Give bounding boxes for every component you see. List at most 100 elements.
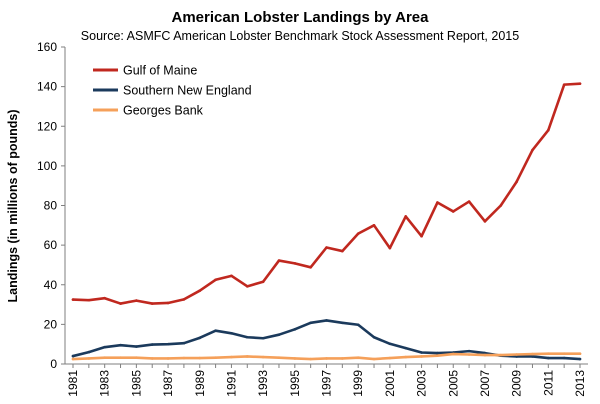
x-tick-label: 2005: [446, 370, 460, 397]
data-point-georges-bank: [483, 353, 487, 357]
data-point-gulf-of-maine: [277, 259, 281, 262]
data-point-southern-new-england: [277, 333, 281, 336]
data-point-gulf-of-maine: [451, 210, 455, 213]
data-point-southern-new-england: [71, 354, 75, 358]
x-tick-label: 1993: [256, 370, 270, 397]
data-point-gulf-of-maine: [309, 266, 312, 269]
data-point-gulf-of-maine: [467, 200, 471, 203]
data-point-gulf-of-maine: [562, 83, 566, 86]
data-point-gulf-of-maine: [182, 298, 186, 301]
data-point-gulf-of-maine: [230, 274, 233, 278]
data-point-gulf-of-maine: [166, 301, 170, 305]
x-tick-label: 2013: [573, 370, 587, 397]
data-point-southern-new-england: [578, 357, 582, 361]
x-tick-label: 1999: [351, 370, 365, 397]
x-tick-label: 1983: [98, 370, 112, 397]
data-point-georges-bank: [293, 357, 297, 360]
data-point-southern-new-england: [515, 355, 518, 358]
data-point-southern-new-england: [404, 346, 408, 350]
data-point-gulf-of-maine: [87, 298, 91, 302]
data-point-gulf-of-maine: [293, 262, 297, 265]
y-tick-label: 160: [37, 40, 57, 54]
plot-area: 0 20 40 60 80 100 120 140 160 1981 1983 1985 1987 198…: [37, 40, 588, 397]
data-point-southern-new-england: [547, 356, 550, 360]
data-point-gulf-of-maine: [578, 82, 582, 85]
y-tick-label: 0: [50, 357, 57, 371]
data-point-southern-new-england: [562, 356, 566, 360]
data-point-southern-new-england: [341, 321, 344, 325]
data-point-georges-bank: [499, 353, 503, 357]
data-point-southern-new-england: [214, 329, 217, 333]
x-tick-label: 1995: [288, 370, 302, 397]
y-tick-label: 120: [37, 119, 57, 133]
data-point-georges-bank: [341, 357, 344, 360]
data-point-gulf-of-maine: [404, 215, 408, 218]
data-point-southern-new-england: [261, 336, 265, 340]
data-point-gulf-of-maine: [245, 285, 249, 288]
data-point-gulf-of-maine: [372, 224, 376, 227]
data-point-georges-bank: [404, 355, 408, 359]
data-point-gulf-of-maine: [388, 246, 392, 250]
data-point-southern-new-england: [87, 350, 91, 354]
chart-title: American Lobster Landings by Area: [171, 9, 429, 26]
data-point-southern-new-england: [388, 342, 392, 346]
data-point-georges-bank: [467, 353, 471, 356]
data-point-georges-bank: [562, 352, 566, 356]
data-point-southern-new-england: [150, 343, 154, 346]
data-point-georges-bank: [356, 356, 360, 359]
data-point-southern-new-england: [230, 331, 233, 335]
data-point-gulf-of-maine: [341, 249, 344, 253]
data-point-southern-new-england: [245, 335, 249, 339]
x-tick-label: 1991: [224, 370, 238, 397]
data-point-georges-bank: [515, 353, 518, 356]
data-point-southern-new-england: [198, 336, 202, 340]
data-point-georges-bank: [245, 355, 249, 358]
y-tick-label: 140: [37, 80, 57, 94]
data-point-georges-bank: [150, 357, 154, 360]
x-tick-label: 1997: [320, 370, 334, 397]
data-point-georges-bank: [166, 357, 170, 360]
data-point-southern-new-england: [436, 351, 439, 355]
y-tick-label: 40: [44, 278, 58, 292]
x-tick-label: 1985: [129, 370, 143, 397]
data-point-southern-new-england: [467, 349, 471, 353]
legend-label-southern-new-england: Southern New England: [123, 84, 252, 98]
data-point-gulf-of-maine: [198, 289, 202, 292]
data-point-southern-new-england: [166, 342, 170, 346]
data-point-georges-bank: [388, 356, 392, 360]
data-point-georges-bank: [531, 352, 534, 356]
data-point-gulf-of-maine: [483, 220, 487, 223]
data-point-gulf-of-maine: [135, 299, 138, 302]
data-point-georges-bank: [198, 356, 202, 360]
data-point-gulf-of-maine: [356, 232, 360, 235]
legend: Gulf of Maine Southern New England Georges…: [93, 64, 252, 118]
x-tick-label: 2009: [510, 370, 524, 397]
data-point-southern-new-england: [531, 355, 534, 358]
x-tick-label: 2003: [415, 370, 429, 397]
data-point-gulf-of-maine: [436, 201, 439, 204]
data-point-georges-bank: [309, 357, 312, 361]
data-point-gulf-of-maine: [119, 302, 122, 305]
data-point-georges-bank: [230, 355, 233, 359]
data-point-southern-new-england: [372, 335, 376, 339]
data-point-southern-new-england: [103, 345, 106, 349]
data-point-gulf-of-maine: [103, 296, 106, 300]
y-axis-label: Landings (in millions of pounds): [6, 109, 20, 302]
data-point-georges-bank: [135, 356, 138, 359]
data-point-gulf-of-maine: [71, 298, 75, 301]
data-point-georges-bank: [261, 355, 265, 359]
data-point-georges-bank: [372, 357, 376, 361]
y-tick-label: 60: [44, 238, 58, 252]
data-point-georges-bank: [103, 356, 106, 359]
y-tick-label: 20: [44, 317, 58, 331]
data-point-gulf-of-maine: [261, 280, 265, 284]
data-point-gulf-of-maine: [420, 234, 423, 238]
data-point-georges-bank: [182, 356, 186, 360]
data-point-southern-new-england: [483, 351, 487, 355]
data-point-southern-new-england: [182, 341, 186, 345]
x-tick-label: 2007: [478, 370, 492, 397]
x-tick-label: 1987: [161, 370, 175, 397]
legend-label-gulf-of-maine: Gulf of Maine: [123, 64, 197, 78]
data-point-southern-new-england: [420, 351, 423, 354]
